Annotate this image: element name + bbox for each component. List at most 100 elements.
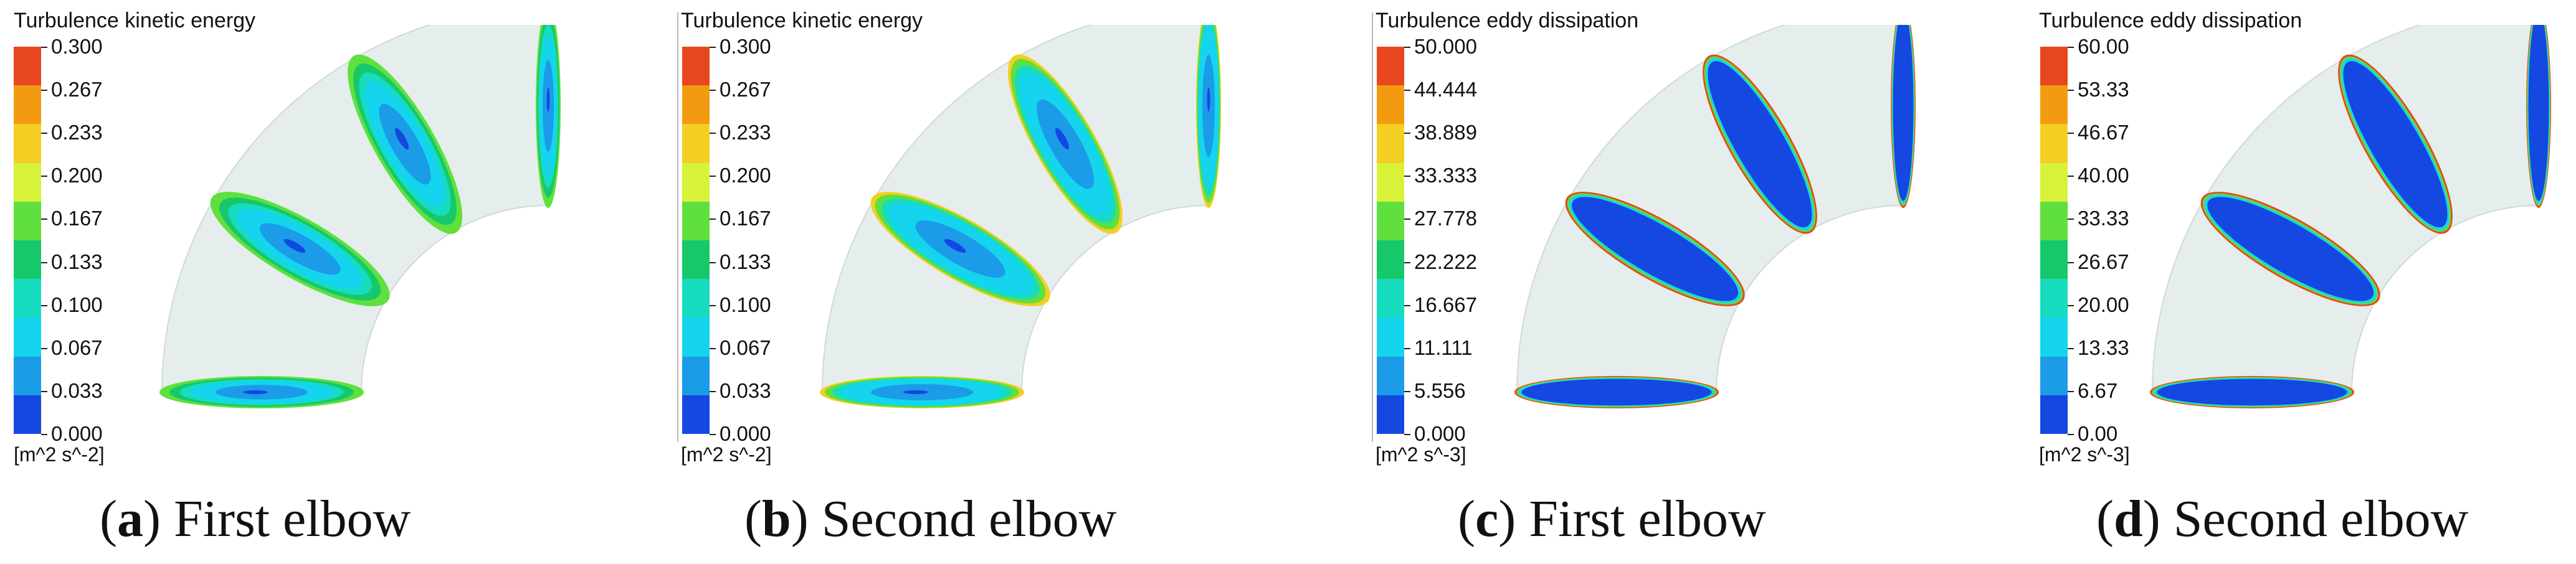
tick-label: 0.233 <box>51 121 103 144</box>
contour-core <box>243 390 268 395</box>
tick-mark <box>2068 90 2074 92</box>
colorbar-band <box>1377 395 1404 435</box>
colorbar-band <box>1377 162 1404 202</box>
colorbar-band <box>1377 356 1404 396</box>
colorbar-band <box>1377 124 1404 164</box>
tick-mark <box>710 347 716 349</box>
legend-title: Turbulence kinetic energy <box>14 9 256 32</box>
tick-label: 53.33 <box>2078 78 2129 101</box>
contour-core <box>1055 128 1070 150</box>
colorbar-band <box>682 85 710 125</box>
tick-label: 33.333 <box>1414 164 1477 187</box>
tick-label: 0.267 <box>720 78 771 101</box>
cross-section <box>159 376 364 408</box>
cross-section <box>2150 376 2354 408</box>
colorbar-band <box>682 279 710 318</box>
colorbar-band <box>682 356 710 396</box>
tick-label: 11.111 <box>1414 336 1473 359</box>
tick-label: 50.000 <box>1414 35 1477 58</box>
tick-mark <box>1404 261 1410 263</box>
colorbar-band <box>14 124 41 164</box>
tick-mark <box>2068 347 2074 349</box>
tick-mark <box>41 261 47 263</box>
tick-mark <box>2068 434 2074 435</box>
contour-core <box>2207 197 2374 301</box>
caption-letter: b <box>761 490 791 548</box>
caption-letter: d <box>2113 490 2143 548</box>
contour-core <box>283 238 306 253</box>
colorbar-band <box>2040 85 2068 125</box>
tick-label: 0.067 <box>720 336 771 359</box>
colorbar-band <box>2040 47 2068 86</box>
contour-core <box>903 390 928 395</box>
tick-mark <box>710 434 716 435</box>
tick-label: 0.200 <box>51 164 103 187</box>
tick-label: 0.167 <box>51 207 103 230</box>
colorbar-band <box>14 162 41 202</box>
tick-label: 27.778 <box>1414 207 1477 230</box>
tick-label: 0.133 <box>51 250 103 273</box>
cross-section <box>1565 192 1745 306</box>
panel-b: Turbulence kinetic energy 0.300 0.267 0.23… <box>663 0 1305 564</box>
caption-letter: c <box>1475 490 1499 548</box>
tick-label: 0.300 <box>51 35 103 58</box>
colorbar <box>1377 47 1404 435</box>
tick-mark <box>41 347 47 349</box>
tick-label: 0.033 <box>51 378 103 402</box>
tick-label: 0.000 <box>720 422 771 445</box>
colorbar-band <box>14 201 41 241</box>
tick-label: 0.100 <box>51 293 103 316</box>
units-label: [m^2 s^-3] <box>1376 443 1466 466</box>
colorbar-band <box>682 317 710 357</box>
units-label: [m^2 s^-2] <box>14 443 105 466</box>
tick-mark <box>41 434 47 435</box>
legend-title: Turbulence eddy dissipation <box>1376 9 1639 32</box>
colorbar-band <box>2040 201 2068 241</box>
colorbar-band <box>2040 356 2068 396</box>
pipe-body <box>2151 25 2539 393</box>
tick-mark <box>1404 133 1410 134</box>
colorbar-band <box>1377 240 1404 280</box>
pipe-body <box>821 25 1209 393</box>
tick-label: 33.33 <box>2078 207 2129 230</box>
tick-mark <box>2068 47 2074 48</box>
tick-label: 0.00 <box>2078 422 2118 445</box>
colorbar <box>2040 47 2068 435</box>
caption-text: First elbow <box>173 490 411 548</box>
units-label: [m^2 s^-2] <box>681 443 772 466</box>
colorbar-band <box>14 395 41 435</box>
colorbar-band <box>682 201 710 241</box>
colorbar-band <box>14 317 41 357</box>
colorbar-band <box>1377 317 1404 357</box>
tick-label: 13.33 <box>2078 336 2129 359</box>
tick-label: 60.00 <box>2078 35 2129 58</box>
colorbar-band <box>682 240 710 280</box>
cross-section <box>820 376 1024 408</box>
colorbar-band <box>2040 395 2068 435</box>
tick-mark <box>41 133 47 134</box>
tick-label: 16.667 <box>1414 293 1477 316</box>
tick-label: 26.67 <box>2078 250 2129 273</box>
tick-mark <box>41 390 47 392</box>
elbow-contour-plot <box>2150 25 2551 408</box>
tick-mark <box>2068 304 2074 306</box>
colorbar-band <box>2040 317 2068 357</box>
tick-label: 5.556 <box>1414 378 1466 402</box>
caption-c: (c) First elbow <box>1458 490 1766 548</box>
tick-mark <box>1404 219 1410 220</box>
tick-mark <box>2068 261 2074 263</box>
tick-label: 0.267 <box>51 78 103 101</box>
tick-mark <box>710 47 716 48</box>
tick-label: 20.00 <box>2078 293 2129 316</box>
cross-section <box>1891 25 1916 208</box>
contour-core <box>2157 378 2347 406</box>
contour-core <box>546 87 550 112</box>
contour-core <box>1893 25 1914 201</box>
panel-c: Turbulence eddy dissipation 50.000 44.444… <box>1358 0 2000 564</box>
divider-line <box>677 12 678 442</box>
cross-section <box>1196 25 1221 208</box>
tick-label: 0.167 <box>720 207 771 230</box>
cross-section <box>348 54 462 234</box>
contour-core <box>1708 61 1812 228</box>
colorbar-band <box>14 279 41 318</box>
